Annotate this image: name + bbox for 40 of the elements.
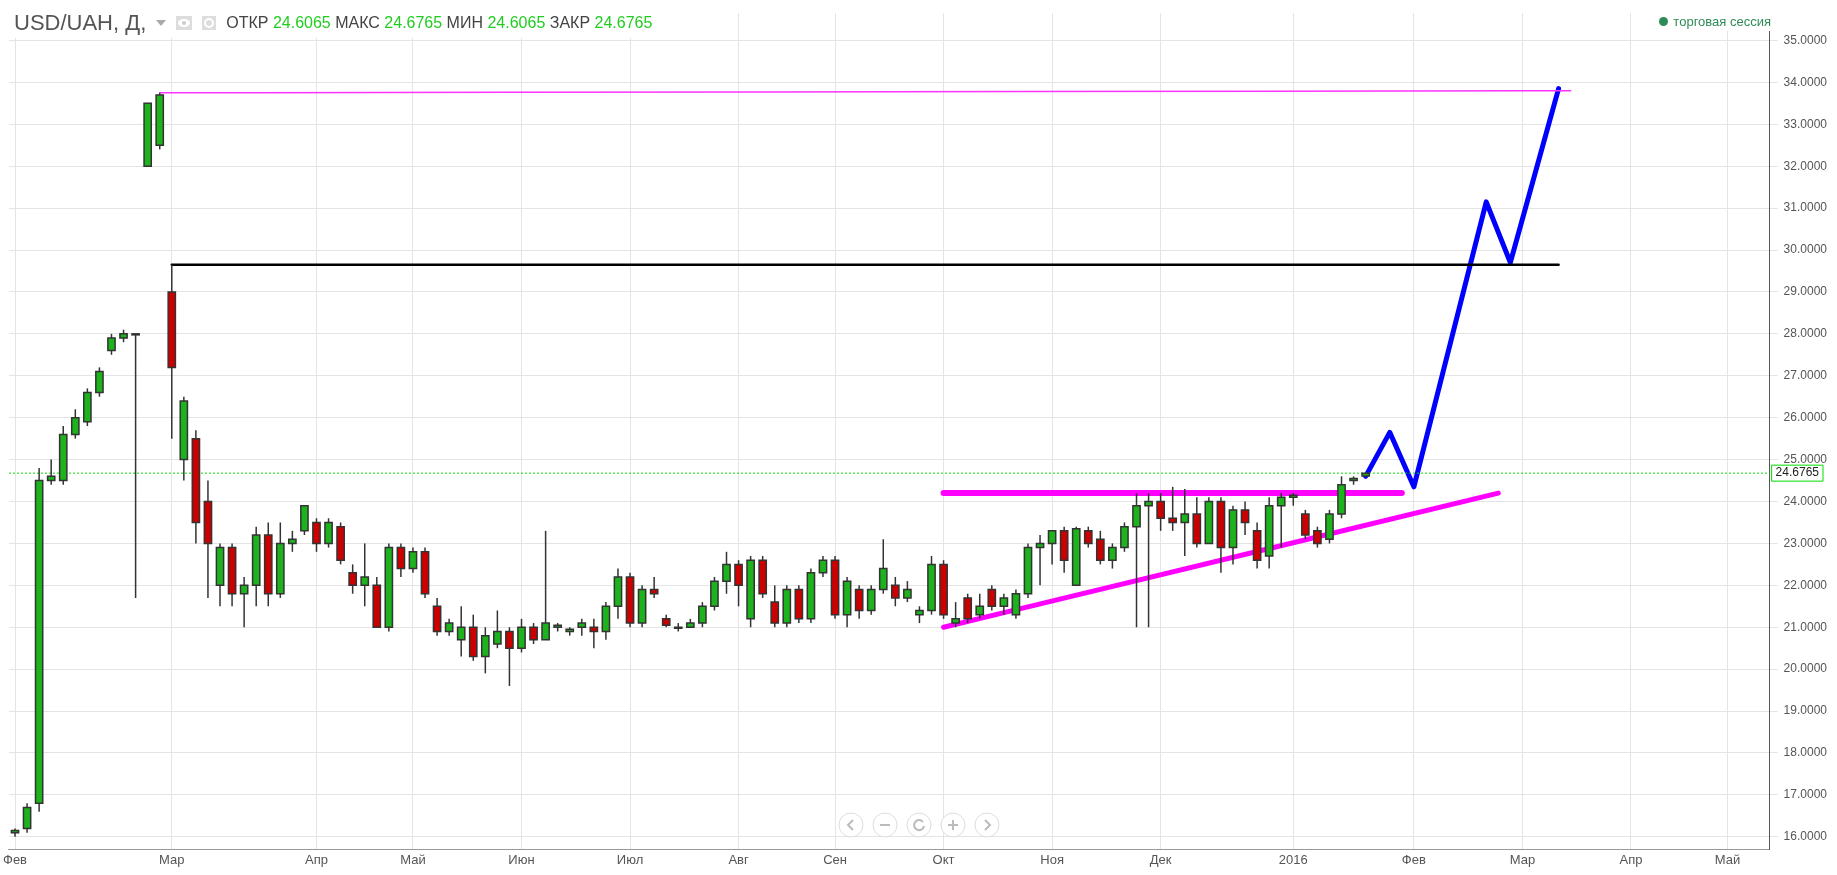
y-tick-label: 25.0000	[1783, 451, 1828, 466]
x-tick-label: Ноя	[1040, 851, 1064, 867]
x-tick-label: Мар	[159, 851, 185, 867]
y-tick-label: 30.0000	[1783, 242, 1828, 257]
y-tick-label: 20.0000	[1783, 661, 1828, 676]
y-tick-label: 33.0000	[1783, 116, 1828, 131]
x-tick-label: Май	[1714, 851, 1741, 867]
y-tick-label: 16.0000	[1783, 829, 1828, 844]
x-tick-label: Окт	[932, 851, 955, 867]
y-tick-label: 18.0000	[1783, 745, 1828, 760]
x-tick-label: Июл	[616, 851, 644, 867]
x-tick-label: Фев	[1401, 851, 1426, 867]
x-tick-label: Фев	[2, 851, 28, 867]
annotation: торговая сессия	[1673, 14, 1771, 29]
x-tick-label: Май	[400, 851, 426, 867]
y-tick-label: 21.0000	[1783, 619, 1828, 634]
x-tick-label: Дек	[1149, 851, 1172, 867]
chart-subtitle: ОТКР 24.6065 МАКС 24.6765 МИН 24.6065 ЗАКР 24.6765	[226, 14, 653, 31]
x-tick-label: 2016	[1278, 851, 1308, 867]
y-tick-label: 31.0000	[1783, 200, 1828, 215]
y-tick-label: 27.0000	[1783, 368, 1828, 383]
x-tick-label: Мар	[1509, 851, 1536, 867]
y-tick-label: 19.0000	[1783, 703, 1828, 718]
y-tick-label: 28.0000	[1783, 326, 1828, 341]
y-tick-label: 29.0000	[1783, 284, 1828, 299]
y-tick-label: 22.0000	[1783, 577, 1828, 592]
x-tick-label: Апр	[1619, 851, 1643, 867]
x-tick-label: Сен	[823, 851, 847, 867]
y-tick-label: 32.0000	[1783, 158, 1828, 173]
chart-title: USD/UAH, Д,	[14, 10, 147, 36]
x-tick-label: Июн	[508, 851, 535, 867]
y-tick-label: 23.0000	[1783, 535, 1828, 550]
y-tick-label: 17.0000	[1783, 787, 1828, 802]
ref-line-label: 24.6765	[1775, 465, 1820, 480]
y-tick-label: 34.0000	[1783, 74, 1828, 89]
x-tick-label: Апр	[305, 851, 328, 867]
x-tick-label: Авг	[728, 851, 749, 867]
y-tick-label: 35.0000	[1783, 32, 1828, 47]
y-tick-label: 24.0000	[1783, 493, 1828, 508]
y-tick-label: 26.0000	[1783, 409, 1828, 424]
